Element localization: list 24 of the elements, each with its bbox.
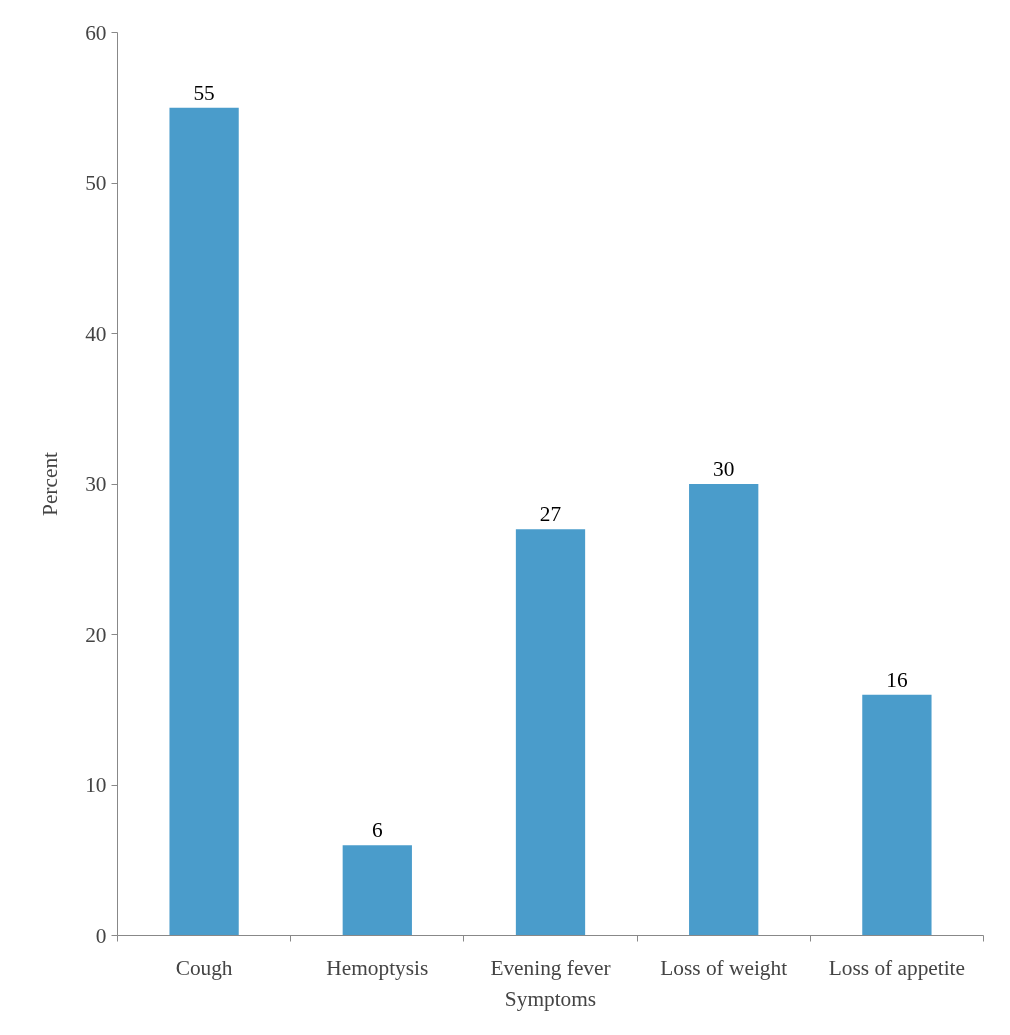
- y-tick-label: 60: [85, 20, 107, 45]
- bar: [862, 694, 932, 936]
- data-label: 16: [886, 667, 908, 692]
- data-label: 30: [713, 457, 735, 481]
- bar: [515, 529, 586, 936]
- bar: [689, 484, 759, 936]
- x-tick-label: Hemoptysis: [326, 955, 429, 980]
- y-tick-label: 0: [95, 923, 107, 948]
- y-tick-label: 50: [85, 171, 107, 195]
- data-label: 55: [193, 80, 215, 105]
- y-tick-label: 20: [85, 622, 107, 647]
- x-tick-label: Cough: [175, 955, 233, 980]
- x-tick-label: Evening fever: [490, 955, 611, 980]
- bar: [342, 845, 412, 936]
- bar: [169, 107, 239, 936]
- x-axis-title: Symptoms: [504, 986, 597, 1011]
- x-tick-label: Loss of appetite: [828, 955, 966, 980]
- y-tick-label: 10: [85, 773, 107, 797]
- data-label: 6: [371, 818, 383, 843]
- y-tick-label: 40: [85, 321, 107, 346]
- y-tick-label: 30: [85, 472, 107, 496]
- x-tick-label: Loss of weight: [660, 955, 788, 980]
- data-label: 27: [539, 502, 562, 527]
- y-axis-title: Percent: [38, 451, 63, 516]
